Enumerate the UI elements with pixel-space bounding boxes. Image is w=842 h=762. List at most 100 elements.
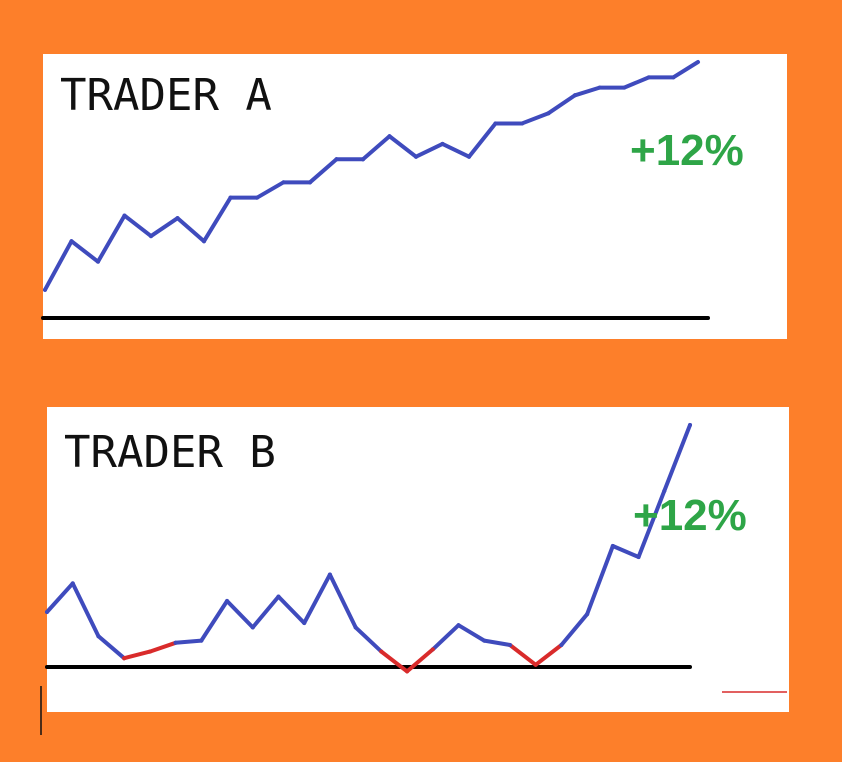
- panel-a-line-segment: [467, 121, 498, 159]
- panel-a-line-tail-segment: [622, 75, 651, 90]
- panel-b-line-segment: [636, 489, 667, 559]
- panel-a-line-point: [149, 234, 153, 239]
- panel-a-line-point: [228, 195, 233, 200]
- panel-b-line-segment: [482, 638, 512, 647]
- panel-a-gain-label: +12%: [630, 126, 744, 175]
- panel-b-line-point: [276, 594, 281, 599]
- panel-a-line-point: [255, 195, 259, 200]
- panel-a-line-point: [546, 111, 551, 116]
- panel-a-line-segment: [414, 141, 445, 159]
- panel-b-line-point: [327, 572, 332, 577]
- panel-a-line-segment: [149, 216, 180, 239]
- panel-b-line-point: [353, 625, 358, 630]
- panel-b-line-point: [405, 669, 410, 674]
- panel-a-line-point: [122, 213, 127, 218]
- panel-a-line-point: [361, 157, 365, 162]
- panel-b-title: TRADER B: [64, 427, 276, 478]
- panel-a-line-point: [43, 287, 47, 292]
- panel-a-line-point: [387, 134, 392, 139]
- panel-a-line-segment: [69, 239, 100, 264]
- panel-a-line-point: [96, 259, 100, 264]
- panel-a-line-tail-segment: [671, 60, 700, 80]
- panel-a-background: [43, 54, 787, 339]
- panel-a-line-segment: [122, 213, 153, 239]
- panel-a-title: TRADER A: [60, 70, 272, 121]
- panel-a-line-point: [467, 154, 471, 159]
- panel-b-gain-label: +12%: [633, 491, 747, 540]
- panel-b-line-point: [122, 656, 127, 661]
- panel-b-line-segment: [225, 599, 255, 630]
- panel-b-line-segment: [559, 612, 590, 647]
- panel-a-line-point: [440, 141, 445, 146]
- panel-a-line-point: [69, 239, 74, 244]
- panel-trader-a: TRADER A +12%: [41, 54, 787, 339]
- panel-b-line-segment: [122, 649, 152, 661]
- panel-b-line-point: [225, 599, 230, 603]
- panel-b-series: [45, 423, 692, 674]
- panel-b-line-point: [96, 634, 101, 639]
- panel-b-line-segment: [610, 544, 641, 559]
- panel-b-line-point: [70, 581, 75, 586]
- panel-b-line-point: [662, 489, 667, 493]
- panel-b-line-point: [250, 625, 255, 630]
- panel-b-line-point: [199, 638, 204, 643]
- panel-b-line-point: [45, 610, 49, 614]
- panel-b-line-point: [379, 649, 384, 654]
- panel-a-line-segment: [255, 180, 286, 200]
- panel-a-line-point: [202, 239, 206, 244]
- panel-a-line-segment: [308, 157, 339, 185]
- panel-a-line-segment: [175, 216, 206, 244]
- panel-b-line-point: [507, 643, 512, 647]
- panel-b-line-segment: [327, 572, 358, 630]
- panel-b-line-segment: [456, 623, 487, 643]
- panel-b-line-segment: [302, 572, 332, 625]
- panel-a-series: [43, 60, 700, 292]
- panel-a-line-segment: [43, 239, 74, 292]
- panel-a-line-segment: [440, 141, 471, 159]
- panel-b-line-segment: [173, 638, 204, 645]
- panel-b-line-point: [482, 638, 487, 643]
- panel-b-line-point: [636, 555, 641, 559]
- panel-a-line-segment: [387, 134, 418, 159]
- panel-b-line-point: [456, 623, 461, 628]
- panel-a-line-segment: [546, 93, 577, 116]
- panel-a-line-point: [175, 216, 180, 221]
- panel-b-line-segment: [533, 643, 564, 667]
- panel-b-line-segment: [45, 581, 75, 614]
- panel-b-line-point: [559, 643, 564, 647]
- panel-b-line-segment: [585, 544, 615, 617]
- panel-b-line-point: [147, 649, 152, 654]
- panel-b-line-segment: [276, 594, 307, 625]
- panel-b-line-point: [610, 544, 615, 548]
- panel-a-line-point: [308, 180, 312, 185]
- panel-b-line-segment: [199, 599, 230, 643]
- panel-a-line-point: [334, 157, 339, 162]
- panel-b-line-point: [430, 647, 435, 652]
- panel-b-line-segment: [96, 634, 127, 661]
- panel-a-line-point: [414, 154, 418, 159]
- panel-b-line-segment: [405, 647, 435, 674]
- panel-a-line-segment: [202, 195, 233, 244]
- panel-a-line-point: [520, 121, 524, 126]
- panel-b-line-segment: [379, 649, 410, 674]
- panel-a-line-point: [281, 180, 286, 185]
- panel-a-line-segment: [520, 111, 551, 126]
- panel-b-line-segment: [430, 623, 461, 652]
- panel-b-line-segment: [250, 594, 281, 630]
- panel-a-line-segment: [361, 134, 392, 162]
- panel-a-line-point: [493, 121, 498, 126]
- panel-b-line-point: [302, 621, 307, 625]
- panel-b-line-segment: [70, 581, 101, 639]
- panel-b-line-segment: [507, 643, 538, 667]
- panel-trader-b: TRADER B +12%: [45, 407, 789, 712]
- panel-b-line-segment: [147, 640, 178, 654]
- panel-a-line-tail-segment: [573, 85, 602, 98]
- panel-b-line-point: [688, 423, 692, 427]
- panel-b-line-point: [585, 612, 590, 617]
- panel-a-line-segment: [96, 213, 127, 264]
- panel-b-line-point: [173, 640, 178, 645]
- panel-b-line-segment: [662, 423, 692, 493]
- panel-b-line-point: [533, 662, 538, 667]
